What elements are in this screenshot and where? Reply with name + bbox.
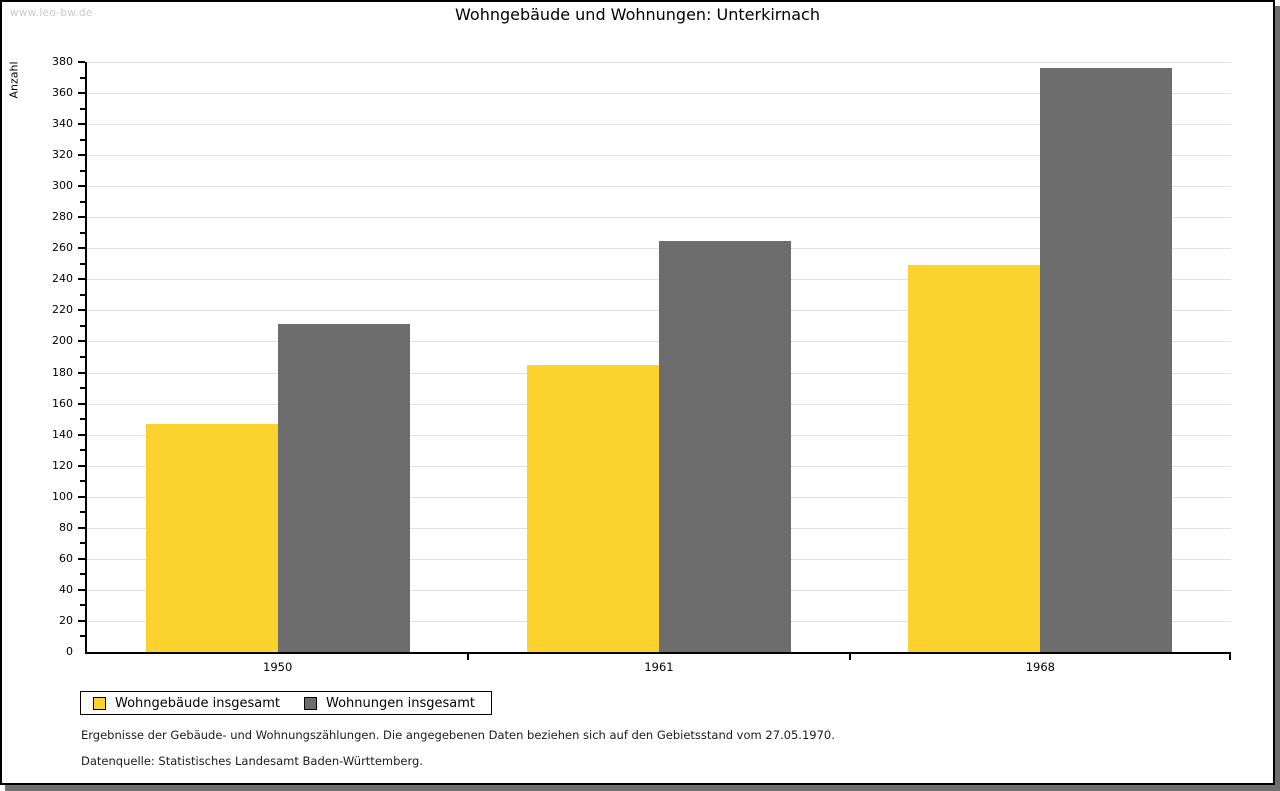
y-tick-label: 200 <box>52 334 73 348</box>
y-tick-label: 120 <box>52 458 73 472</box>
y-axis-tick <box>80 604 85 607</box>
y-axis-tick <box>80 418 85 421</box>
x-category-label: 1968 <box>1025 660 1055 674</box>
y-axis-tick <box>80 169 85 172</box>
y-axis-tick <box>78 61 85 63</box>
gridline <box>87 186 1231 188</box>
y-tick-label: 360 <box>52 86 73 100</box>
gridline <box>87 155 1231 157</box>
y-axis-tick <box>78 247 85 250</box>
y-axis-tick <box>78 185 85 188</box>
bar-wohnungen-1950 <box>277 324 410 652</box>
footnote-source-note: Ergebnisse der Gebäude- und Wohnungszähl… <box>81 728 835 742</box>
y-axis-tick <box>78 588 85 591</box>
y-axis-tick <box>80 107 85 110</box>
y-axis-tick <box>78 371 85 374</box>
y-axis-tick <box>78 92 85 95</box>
legend-swatch-wohngebaeude <box>93 696 106 710</box>
plot-area: 20 40 60 80 100 120 140 160 180 200 220 240 260 280 30… <box>52 55 1231 674</box>
legend-item-wohnungen: Wohnungen insgesamt <box>304 696 475 711</box>
x-axis-tick <box>1229 654 1231 660</box>
y-axis-tick <box>80 542 85 545</box>
y-tick-label: 80 <box>59 520 73 534</box>
legend-swatch-wohnungen <box>304 696 317 710</box>
gridline <box>87 62 1231 63</box>
y-axis-tick <box>78 464 85 467</box>
gridline <box>87 217 1231 219</box>
y-tick-label: 40 <box>59 582 73 596</box>
watermark: www.leo-bw.de <box>10 7 93 19</box>
y-axis-tick <box>78 619 85 622</box>
y-tick-label: 380 <box>52 55 73 68</box>
y-axis-label: Anzahl <box>7 61 21 99</box>
y-tick-label: 260 <box>52 241 73 255</box>
y-tick-label: 20 <box>59 613 73 627</box>
y-axis-tick <box>78 433 85 436</box>
y-tick-label: 160 <box>52 396 73 410</box>
x-category-label: 1961 <box>644 660 674 674</box>
y-axis-tick <box>80 293 85 296</box>
bar-wohnungen-1961 <box>659 240 791 652</box>
y-axis-tick <box>80 324 85 327</box>
bar-wohngebaeude-1961 <box>527 364 659 652</box>
y-axis-tick <box>80 356 85 358</box>
y-axis-tick <box>78 309 85 312</box>
y-tick-label: 320 <box>52 148 73 162</box>
y-tick-label: 0 <box>66 645 73 658</box>
y-axis-tick <box>80 573 85 576</box>
legend-item-wohngebaeude: Wohngebäude insgesamt <box>93 696 280 711</box>
y-axis-tick <box>78 495 85 498</box>
x-axis-tick <box>467 654 470 660</box>
y-axis-tick <box>78 278 85 281</box>
legend: Wohngebäude insgesamt Wohnungen insgesam… <box>80 691 492 715</box>
chart-title: Wohngebäude und Wohnungen: Unterkirnach <box>455 5 820 24</box>
gridline <box>87 124 1231 126</box>
y-axis-tick <box>80 511 85 514</box>
y-axis-tick <box>80 200 85 203</box>
gridline <box>87 93 1231 95</box>
y-tick-label: 280 <box>52 210 73 224</box>
y-tick-label: 220 <box>52 303 73 317</box>
footnote-data-source: Datenquelle: Statistisches Landesamt Bad… <box>81 754 423 768</box>
x-category-label: 1950 <box>263 660 293 674</box>
y-tick-label: 100 <box>52 489 73 503</box>
y-axis-tick <box>80 76 85 79</box>
legend-label-wohnungen: Wohnungen insgesamt <box>326 695 475 711</box>
y-axis-tick <box>78 154 85 157</box>
x-axis-tick <box>848 654 851 660</box>
y-tick-label: 180 <box>52 365 73 379</box>
y-axis-tick <box>78 123 85 126</box>
y-axis-tick <box>78 526 85 529</box>
bar-wohnungen-1968 <box>1040 68 1173 652</box>
y-tick-label: 340 <box>52 117 73 131</box>
y-axis-tick <box>80 449 85 452</box>
y-tick-label: 140 <box>52 427 73 441</box>
y-axis-tick <box>80 262 85 265</box>
y-axis-tick <box>80 480 85 483</box>
y-axis-tick <box>80 387 85 390</box>
legend-label-wohngebaeude: Wohngebäude insgesamt <box>115 695 280 711</box>
bar-wohngebaeude-1950 <box>145 423 278 652</box>
y-tick-label: 300 <box>52 179 73 193</box>
bar-wohngebaeude-1968 <box>908 265 1041 652</box>
y-axis-tick <box>78 557 85 560</box>
y-axis-tick <box>80 635 85 638</box>
y-axis-tick <box>80 231 85 234</box>
y-tick-label: 240 <box>52 272 73 286</box>
y-axis-tick <box>80 138 85 141</box>
y-axis-tick <box>78 340 85 343</box>
y-tick-label: 60 <box>59 551 73 565</box>
y-axis-tick <box>78 402 85 405</box>
y-axis-tick <box>78 216 85 219</box>
